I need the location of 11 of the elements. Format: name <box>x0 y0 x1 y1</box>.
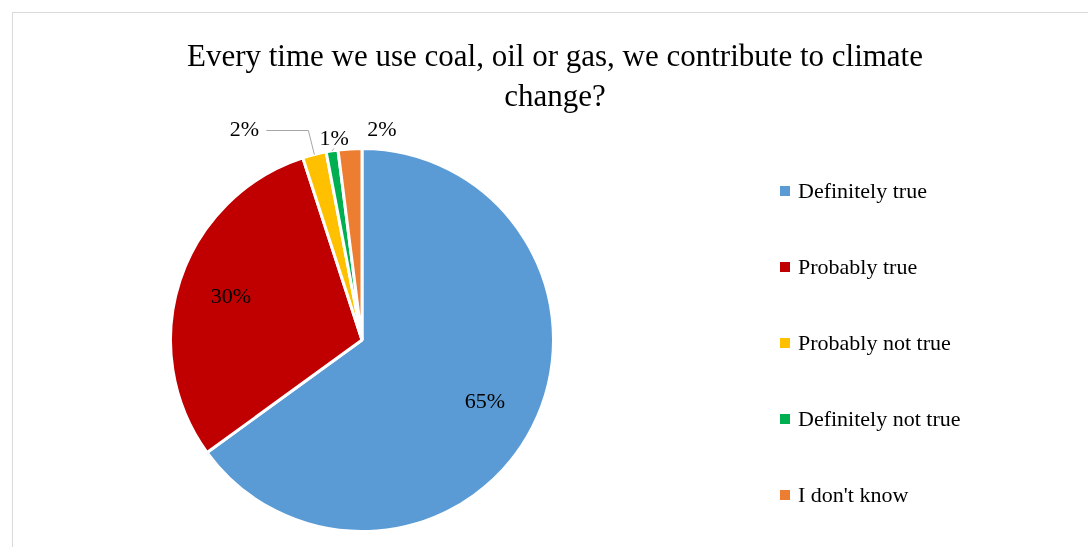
legend-label: Definitely true <box>798 178 927 204</box>
legend-label: Probably true <box>798 254 918 280</box>
data-label: 2% <box>367 116 397 142</box>
chart-title: Every time we use coal, oil or gas, we contribute to climate change? <box>186 37 924 115</box>
data-label: 1% <box>319 125 349 151</box>
data-label: 30% <box>210 283 252 309</box>
legend-label: Probably not true <box>798 330 951 356</box>
data-label: 65% <box>464 388 506 414</box>
data-label: 2% <box>229 116 260 142</box>
legend-label: Definitely not true <box>798 406 961 432</box>
legend-label: I don't know <box>798 482 909 508</box>
